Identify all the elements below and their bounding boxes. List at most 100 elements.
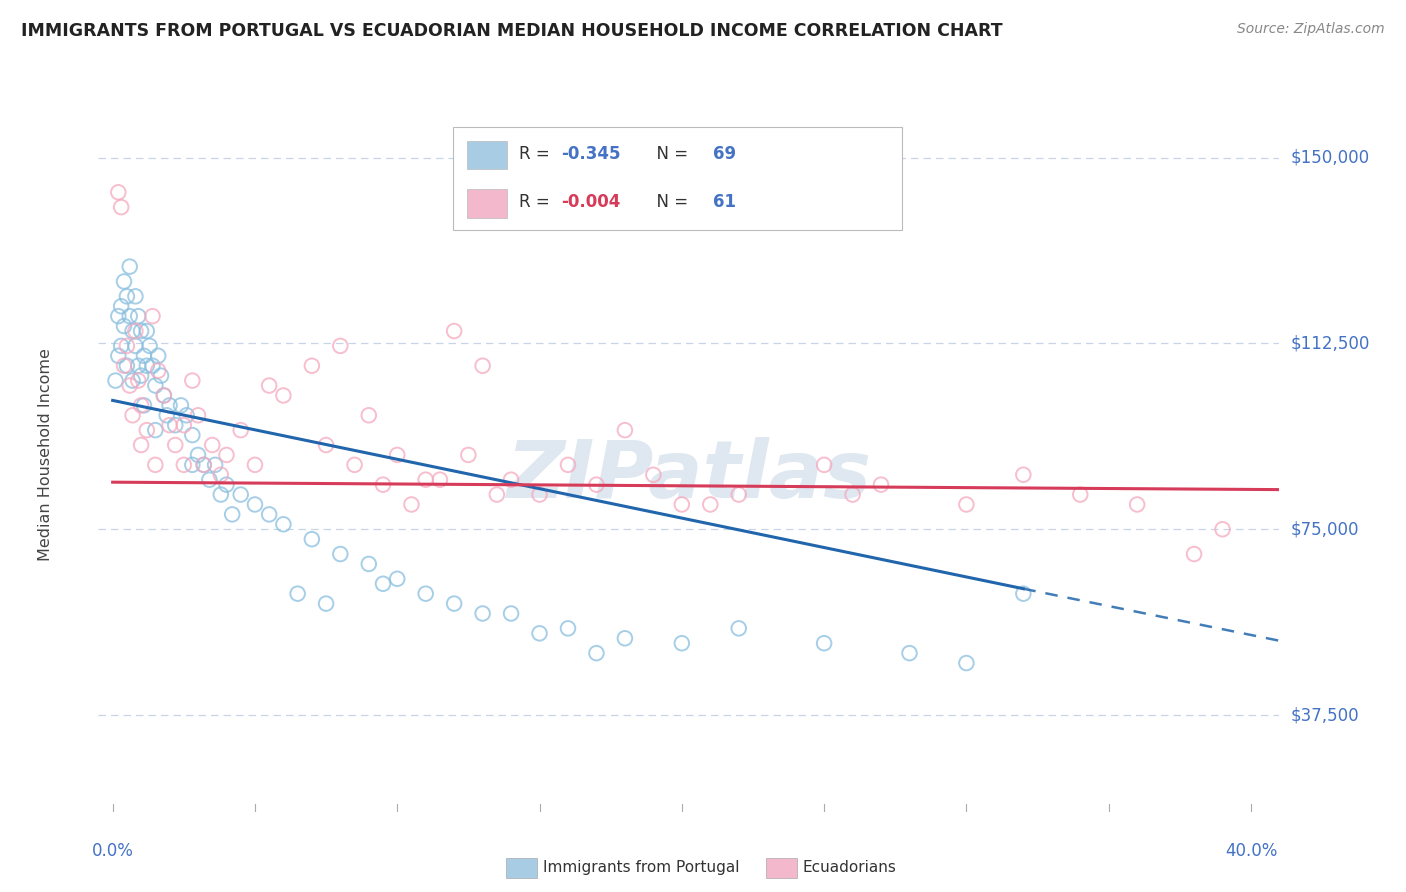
Point <box>110 339 132 353</box>
Point <box>443 324 465 338</box>
Text: Source: ZipAtlas.com: Source: ZipAtlas.com <box>1237 22 1385 37</box>
Text: IMMIGRANTS FROM PORTUGAL VS ECUADORIAN MEDIAN HOUSEHOLD INCOME CORRELATION CHART: IMMIGRANTS FROM PORTUGAL VS ECUADORIAN M… <box>21 22 1002 40</box>
Point <box>221 508 243 522</box>
Point <box>141 309 163 323</box>
Point <box>159 398 181 412</box>
Point <box>209 467 232 482</box>
Point <box>181 428 204 442</box>
Point <box>156 409 179 423</box>
Point <box>443 597 465 611</box>
Point <box>671 636 693 650</box>
Point <box>170 398 193 412</box>
Point <box>124 339 146 353</box>
FancyBboxPatch shape <box>467 141 508 169</box>
Point <box>181 458 204 472</box>
Point <box>643 467 665 482</box>
Point <box>243 498 266 512</box>
Point <box>129 438 152 452</box>
Point <box>165 438 187 452</box>
Text: Ecuadorians: Ecuadorians <box>803 861 897 875</box>
Point <box>115 289 138 303</box>
Point <box>159 418 181 433</box>
Point <box>148 349 170 363</box>
Point <box>585 646 607 660</box>
Point <box>124 289 146 303</box>
Point <box>115 359 138 373</box>
Point <box>471 607 494 621</box>
Point <box>557 621 579 635</box>
Point <box>1069 487 1091 501</box>
Text: N =: N = <box>647 145 693 162</box>
Text: R =: R = <box>519 194 555 211</box>
Point <box>187 448 209 462</box>
Point <box>127 359 149 373</box>
Text: Immigrants from Portugal: Immigrants from Portugal <box>543 861 740 875</box>
Point <box>127 309 149 323</box>
Point <box>173 418 195 433</box>
Point <box>112 275 135 289</box>
Point <box>870 477 893 491</box>
Point <box>315 438 337 452</box>
Point <box>329 547 352 561</box>
Point <box>187 409 209 423</box>
Point <box>112 359 135 373</box>
Point <box>955 498 977 512</box>
Point <box>121 409 143 423</box>
Text: 69: 69 <box>713 145 735 162</box>
Point <box>132 349 155 363</box>
Point <box>107 186 129 200</box>
Point <box>165 418 187 433</box>
Point <box>529 626 551 640</box>
Point <box>115 339 138 353</box>
Point <box>387 572 409 586</box>
Point <box>121 324 143 338</box>
Point <box>135 423 157 437</box>
Point <box>257 378 280 392</box>
Point <box>813 636 835 650</box>
Point <box>813 458 835 472</box>
Point <box>201 438 224 452</box>
Point <box>699 498 721 512</box>
Point <box>1012 467 1035 482</box>
Point <box>110 299 132 313</box>
Point <box>557 458 579 472</box>
Point <box>273 388 295 402</box>
Point <box>129 324 152 338</box>
Text: 0.0%: 0.0% <box>91 842 134 860</box>
Point <box>135 324 157 338</box>
Text: $150,000: $150,000 <box>1291 149 1369 167</box>
Point <box>229 423 252 437</box>
Point <box>148 364 170 378</box>
Text: $75,000: $75,000 <box>1291 520 1360 538</box>
Point <box>153 388 176 402</box>
Point <box>898 646 921 660</box>
Point <box>112 319 135 334</box>
Point <box>343 458 366 472</box>
Text: R =: R = <box>519 145 555 162</box>
Point <box>613 632 636 646</box>
Point <box>107 349 129 363</box>
Point <box>499 473 522 487</box>
Point <box>198 473 221 487</box>
Text: Median Household Income: Median Household Income <box>38 349 53 561</box>
Point <box>1012 587 1035 601</box>
Point <box>301 359 323 373</box>
Point <box>243 458 266 472</box>
Point <box>727 621 749 635</box>
Point <box>127 374 149 388</box>
Point <box>132 398 155 412</box>
Point <box>143 458 166 472</box>
Point <box>143 378 166 392</box>
Text: 61: 61 <box>713 194 735 211</box>
Point <box>141 359 163 373</box>
Point <box>135 359 157 373</box>
Point <box>118 309 141 323</box>
Point <box>1212 522 1234 536</box>
Text: N =: N = <box>647 194 693 211</box>
Point <box>118 378 141 392</box>
Point <box>181 374 204 388</box>
Point <box>129 398 152 412</box>
Point <box>124 324 146 338</box>
Point <box>229 487 252 501</box>
Point <box>257 508 280 522</box>
